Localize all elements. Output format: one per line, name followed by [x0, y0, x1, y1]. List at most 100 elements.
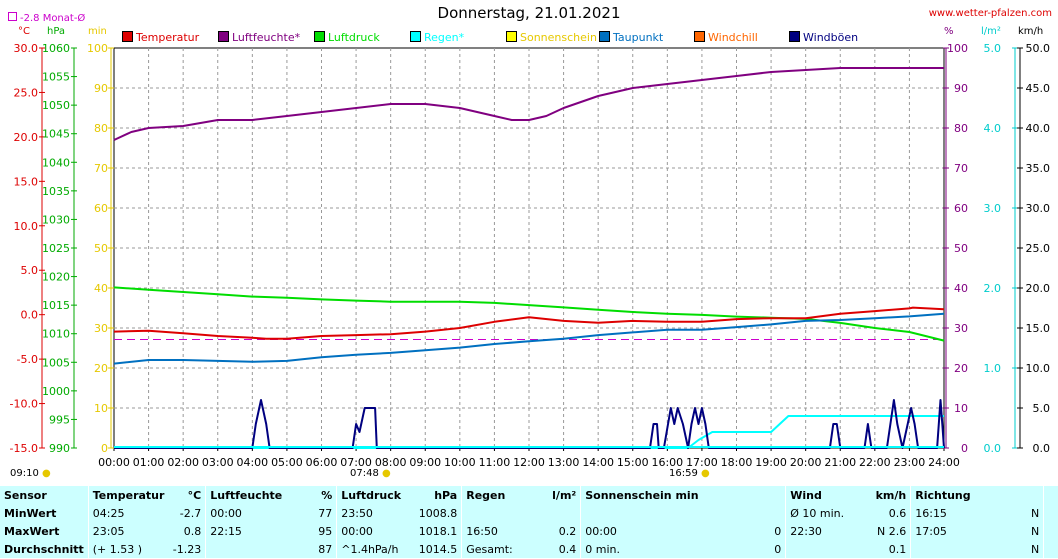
y-tick-label-pressure: 1060 [42, 42, 70, 55]
weather-chart: 00:00 01:00 02:00 03:00 04:00 05:00 06:00 07:00… [10, 42, 1050, 469]
y-tick-label-temp: -5.0 [17, 353, 38, 366]
y-tick-label-minutes: 20 [94, 362, 108, 375]
x-tick-label: 14:00 [582, 456, 614, 469]
x-tick-label: 12:00 [513, 456, 545, 469]
x-tick-label: 22:00 [859, 456, 891, 469]
x-tick-label: 17:00 [686, 456, 718, 469]
y-tick-label-wind: 25.0 [1026, 242, 1051, 255]
y-tick-label-percent: 10 [954, 402, 968, 415]
x-tick-label: 21:00 [824, 456, 856, 469]
y-tick-label-pressure: 1040 [42, 156, 70, 169]
stats-row-max: MaxWert 23:05 0.8 22:15 95 00:00 1018.1 … [0, 522, 1058, 540]
x-tick-label: 18:00 [721, 456, 753, 469]
y-tick-label-percent: 90 [954, 82, 968, 95]
y-tick-label-wind: 50.0 [1026, 42, 1051, 55]
y-tick-label-minutes: 0 [101, 442, 108, 455]
y-tick-label-percent: 40 [954, 282, 968, 295]
series-taupunkt [113, 312, 945, 365]
month-average-icon [8, 12, 17, 21]
y-tick-label-wind: 40.0 [1026, 122, 1051, 135]
y-tick-label-percent: 100 [947, 42, 968, 55]
y-tick-label-pressure: 1045 [42, 128, 70, 141]
y-tick-label-wind: 30.0 [1026, 202, 1051, 215]
site-link[interactable]: www.wetter-pfalzen.com [928, 8, 1052, 19]
y-tick-label-temp: 5.0 [21, 264, 39, 277]
y-tick-label-pressure: 1020 [42, 271, 70, 284]
y-tick-label-percent: 30 [954, 322, 968, 335]
y-tick-label-minutes: 100 [87, 42, 108, 55]
unit-rain: l/m² [981, 26, 1001, 37]
legend-item-regen: Regen* [410, 31, 464, 44]
x-tick-label: 10:00 [444, 456, 476, 469]
y-tick-label-pressure: 990 [49, 442, 70, 455]
unit-minutes: min [88, 26, 107, 37]
legend-swatch [218, 31, 229, 42]
x-tick-label: 06:00 [306, 456, 338, 469]
legend-item-luftfeuchte: Luftfeuchte* [218, 31, 300, 44]
legend-item-sonnenschein: Sonnenschein [506, 31, 597, 44]
x-tick-label: 19:00 [755, 456, 787, 469]
series-lines [113, 67, 945, 449]
legend-item-windboeen: Windböen [789, 31, 858, 44]
y-tick-label-temp: 25.0 [14, 86, 39, 99]
x-tick-label: 24:00 [928, 456, 960, 469]
y-tick-label-pressure: 1035 [42, 185, 70, 198]
legend-item-windchill: Windchill [694, 31, 758, 44]
y-tick-label-percent: 80 [954, 122, 968, 135]
stats-row-avg: Durchschnitt (+ 1.53 ) -1.23 87 ^1.4hPa/… [0, 540, 1058, 558]
y-tick-label-minutes: 90 [94, 82, 108, 95]
grid [114, 48, 944, 448]
y-tick-label-rain: 5.0 [984, 42, 1002, 55]
unit-pressure: hPa [47, 26, 66, 37]
legend-item-luftdruck: Luftdruck [314, 31, 380, 44]
y-tick-label-rain: 4.0 [984, 122, 1002, 135]
y-tick-label-minutes: 50 [94, 242, 108, 255]
y-tick-label-percent: 50 [954, 242, 968, 255]
y-tick-label-pressure: 1010 [42, 328, 70, 341]
legend-swatch [410, 31, 421, 42]
y-tick-label-pressure: 1055 [42, 71, 70, 84]
x-tick-label: 00:00 [98, 456, 130, 469]
y-tick-label-percent: 20 [954, 362, 968, 375]
series-windben [114, 399, 945, 449]
unit-wind: km/h [1018, 26, 1044, 37]
series-temperatur [113, 306, 945, 340]
sunset-mark: 16:59 ● [669, 468, 710, 479]
x-tick-label: 23:00 [894, 456, 926, 469]
sun-icon: ● [42, 468, 51, 479]
stats-header-row: Sensor Temperatur °C Luftfeuchte % Luftd… [0, 486, 1058, 504]
legend-item-temperatur: Temperatur [122, 31, 199, 44]
month-average-label: -2.8 Monat-Ø [20, 13, 86, 24]
left-time-mark: 09:10 ● [10, 468, 51, 479]
legend-swatch [314, 31, 325, 42]
y-tick-label-rain: 3.0 [984, 202, 1002, 215]
legend-swatch [122, 31, 133, 42]
y-tick-label-temp: 15.0 [14, 175, 39, 188]
y-tick-label-temp: 20.0 [14, 131, 39, 144]
x-tick-label: 13:00 [548, 456, 580, 469]
legend-swatch [789, 31, 800, 42]
y-tick-label-minutes: 30 [94, 322, 108, 335]
legend-item-taupunkt: Taupunkt [599, 31, 663, 44]
y-tick-label-temp: 30.0 [14, 42, 39, 55]
y-tick-label-wind: 35.0 [1026, 162, 1051, 175]
y-tick-label-wind: 0.0 [1033, 442, 1051, 455]
x-tick-label: 05:00 [271, 456, 303, 469]
y-tick-label-rain: 1.0 [984, 362, 1002, 375]
y-tick-label-pressure: 1050 [42, 99, 70, 112]
y-tick-label-minutes: 40 [94, 282, 108, 295]
axes: 00:00 01:00 02:00 03:00 04:00 05:00 06:00 07:00… [10, 42, 1050, 469]
y-tick-label-temp: 0.0 [21, 309, 39, 322]
y-tick-label-wind: 20.0 [1026, 282, 1051, 295]
month-average: -2.8 Monat-Ø [8, 12, 85, 24]
y-tick-label-minutes: 80 [94, 122, 108, 135]
y-tick-label-temp: -15.0 [10, 442, 38, 455]
sunset-icon: ● [701, 468, 710, 479]
x-tick-label: 08:00 [375, 456, 407, 469]
y-tick-label-rain: 0.0 [984, 442, 1002, 455]
sunrise-mark: 07:48 ● [350, 468, 391, 479]
x-tick-label: 07:00 [340, 456, 372, 469]
y-tick-label-percent: 70 [954, 162, 968, 175]
series-regen [114, 415, 944, 449]
y-tick-label-pressure: 1000 [42, 385, 70, 398]
